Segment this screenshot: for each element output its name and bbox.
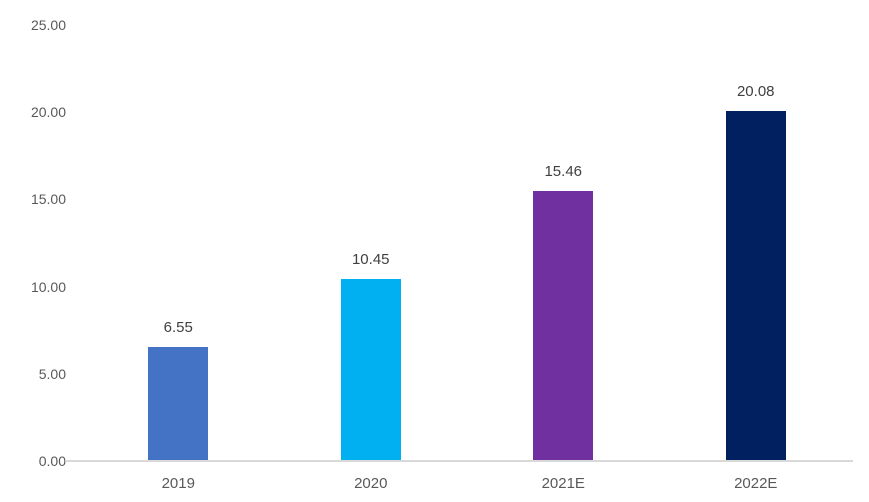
y-axis-tick-label: 0.00 [38, 453, 66, 469]
y-axis-tick-label: 15.00 [30, 191, 66, 208]
bar-2020 [340, 278, 401, 461]
x-axis-line [65, 460, 853, 462]
bar-2022E [725, 110, 786, 461]
y-axis-tick-label: 25.00 [30, 17, 66, 33]
y-axis-tick-label: 5.00 [38, 365, 66, 382]
y-axis-tick-label: 10.00 [30, 278, 66, 295]
bar-value-label: 20.08 [736, 82, 775, 100]
x-axis-category-label: 2021E [541, 475, 585, 492]
x-axis-category-label: 2020 [354, 475, 388, 492]
x-axis-category-label: 2022E [734, 475, 778, 492]
bar-value-label: 15.46 [544, 163, 583, 181]
bar-value-label: 6.55 [163, 318, 193, 336]
bar-2019 [148, 346, 209, 461]
bar-value-label: 10.45 [351, 250, 390, 268]
bar-2021E [533, 191, 594, 461]
y-axis-tick-label: 20.00 [30, 104, 66, 121]
x-axis-category-label: 2019 [161, 475, 195, 492]
